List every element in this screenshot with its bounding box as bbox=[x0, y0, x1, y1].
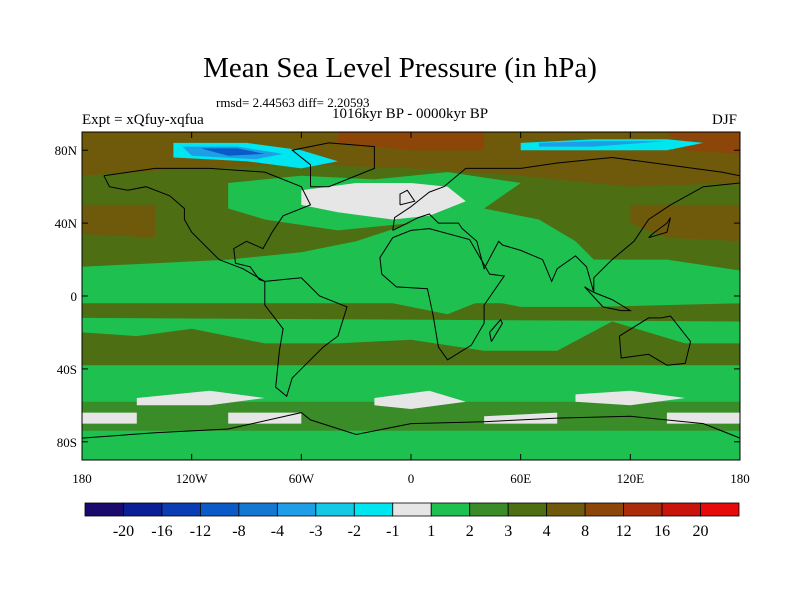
coastline bbox=[648, 217, 671, 239]
colorbar-swatch bbox=[161, 502, 201, 517]
x-tick-label: 60W bbox=[289, 471, 315, 486]
colorbar-swatch bbox=[123, 502, 163, 517]
y-tick-label: 80N bbox=[55, 143, 78, 158]
field-region bbox=[82, 317, 740, 351]
colorbar-swatch bbox=[546, 502, 586, 517]
colorbar-label: 1 bbox=[427, 523, 435, 540]
field-region bbox=[301, 183, 466, 220]
colorbar-label: -2 bbox=[348, 523, 361, 540]
colorbar-label: -3 bbox=[309, 523, 322, 540]
coastline bbox=[399, 189, 416, 206]
colorbar-swatch bbox=[507, 502, 548, 517]
colorbar-swatch bbox=[315, 502, 355, 517]
field-region bbox=[136, 390, 265, 406]
colorbar-label: 3 bbox=[504, 523, 512, 540]
coastline bbox=[489, 318, 503, 342]
colorbar-swatch bbox=[84, 502, 124, 517]
colorbar-label: 16 bbox=[654, 523, 670, 540]
x-tick-label: 60E bbox=[510, 471, 531, 486]
colorbar-swatch bbox=[353, 502, 394, 517]
colorbar-swatch bbox=[200, 502, 240, 517]
field-region bbox=[82, 204, 156, 238]
colorbar-label: -4 bbox=[271, 523, 284, 540]
colorbar-swatch bbox=[392, 502, 432, 517]
colorbar-label: 8 bbox=[581, 523, 589, 540]
coastline bbox=[103, 167, 312, 282]
coastline bbox=[379, 228, 506, 361]
field-region bbox=[337, 132, 485, 151]
field-region bbox=[374, 390, 466, 409]
field-region bbox=[82, 204, 740, 315]
season-label: DJF bbox=[712, 112, 738, 128]
field-region bbox=[538, 141, 667, 147]
x-tick-label: 0 bbox=[408, 471, 415, 486]
colorbar-label: -20 bbox=[113, 523, 134, 540]
colorbar-swatch bbox=[584, 502, 624, 517]
colorbar-swatch bbox=[238, 502, 278, 517]
period-label: 1016kyr BP - 0000kyr BP bbox=[331, 106, 489, 122]
coastline bbox=[392, 156, 740, 293]
y-tick-label: 0 bbox=[71, 289, 78, 304]
field-region bbox=[200, 148, 265, 156]
x-tick-label: 180 bbox=[730, 471, 750, 486]
coastline bbox=[264, 277, 348, 398]
x-tick-label: 120E bbox=[617, 471, 645, 486]
field-region bbox=[228, 412, 302, 424]
colorbar-label: 12 bbox=[616, 523, 632, 540]
coastline bbox=[584, 286, 633, 312]
colorbar-label: 2 bbox=[466, 523, 474, 540]
colorbar-swatch bbox=[700, 502, 740, 517]
y-tick-label: 40S bbox=[57, 362, 77, 377]
colorbar-label: 4 bbox=[543, 523, 551, 540]
chart-title: Mean Sea Level Pressure (in hPa) bbox=[203, 52, 597, 84]
colorbar-label: -12 bbox=[190, 523, 211, 540]
field-region bbox=[666, 132, 740, 154]
colorbar-swatch bbox=[469, 502, 509, 517]
colorbar-swatch bbox=[661, 502, 701, 517]
y-tick-label: 40N bbox=[55, 216, 78, 231]
colorbar-swatch bbox=[623, 502, 663, 517]
stats-text: rmsd= 2.44563 diff= 2.20593 bbox=[216, 95, 370, 110]
experiment-label: Expt = xQfuy-xqfua bbox=[82, 112, 204, 128]
colorbar-label: -1 bbox=[386, 523, 399, 540]
y-tick-label: 80S bbox=[57, 435, 77, 450]
field-region bbox=[82, 412, 137, 424]
coastline bbox=[82, 412, 740, 439]
field-region bbox=[575, 390, 686, 406]
coastline bbox=[618, 315, 692, 366]
colorbar-swatch bbox=[430, 502, 471, 517]
field-region bbox=[666, 412, 740, 424]
x-tick-label: 120W bbox=[176, 471, 209, 486]
colorbar-swatch bbox=[276, 502, 317, 517]
colorbar-label: 20 bbox=[693, 523, 709, 540]
coastline bbox=[291, 142, 375, 188]
colorbar-label: -16 bbox=[151, 523, 172, 540]
colorbar-label: -8 bbox=[232, 523, 245, 540]
map-plot-area bbox=[82, 132, 740, 460]
x-tick-label: 180 bbox=[72, 471, 92, 486]
